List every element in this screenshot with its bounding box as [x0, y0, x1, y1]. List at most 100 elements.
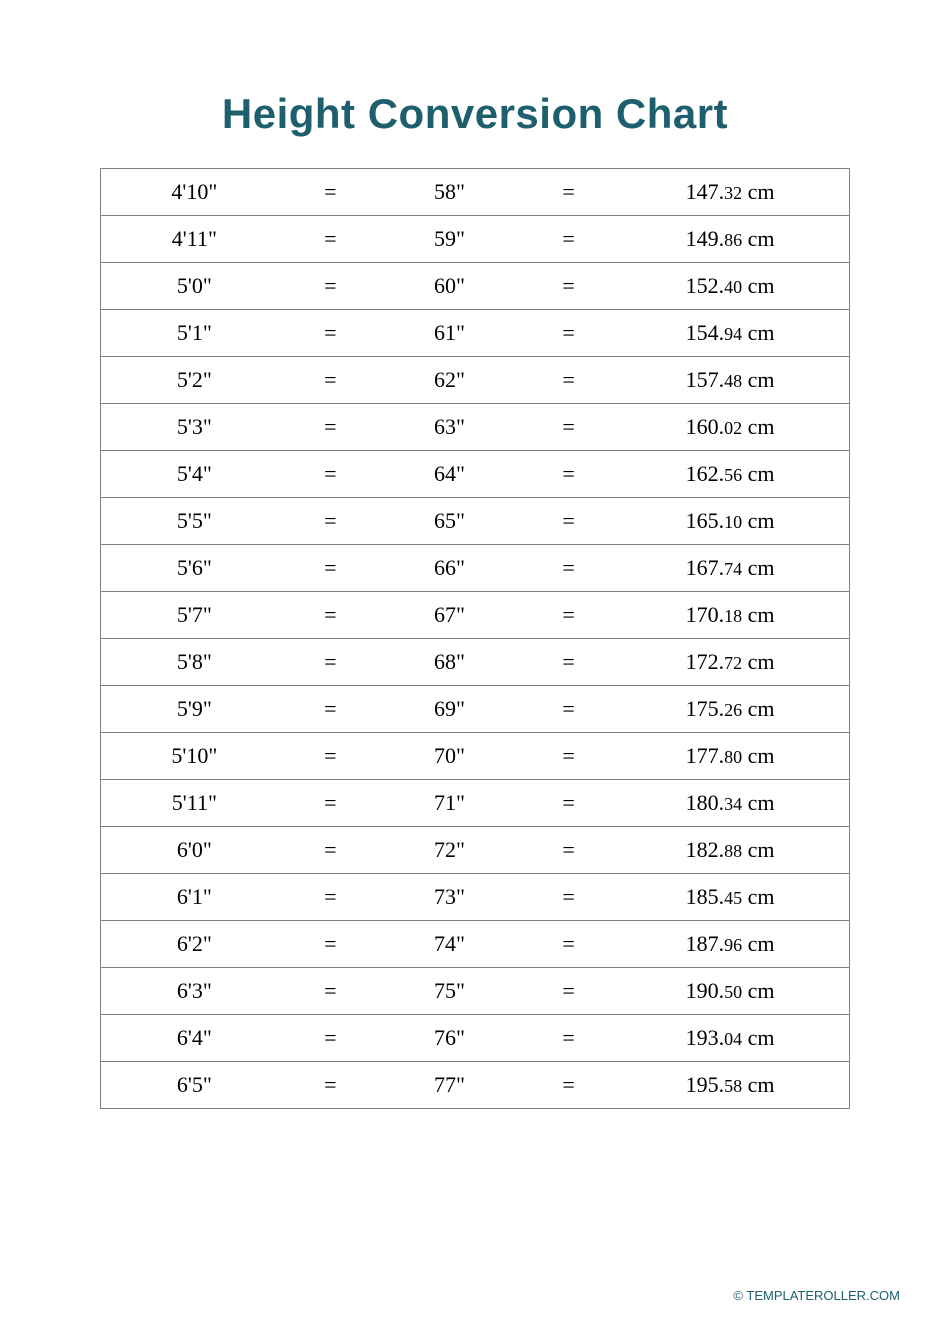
inches-cell: 68"	[373, 639, 526, 686]
table-row: 5'0"=60"=152.40 cm	[101, 263, 850, 310]
inches-cell: 71"	[373, 780, 526, 827]
footer-link[interactable]: TEMPLATEROLLER.COM	[746, 1288, 900, 1303]
equals-cell: =	[526, 827, 611, 874]
equals-cell: =	[288, 498, 373, 545]
table-row: 5'2"=62"=157.48 cm	[101, 357, 850, 404]
feet-cell: 6'3"	[101, 968, 288, 1015]
table-row: 6'4"=76"=193.04 cm	[101, 1015, 850, 1062]
table-row: 5'7"=67"=170.18 cm	[101, 592, 850, 639]
inches-cell: 58"	[373, 169, 526, 216]
table-row: 4'10"=58"=147.32 cm	[101, 169, 850, 216]
feet-cell: 5'7"	[101, 592, 288, 639]
inches-cell: 76"	[373, 1015, 526, 1062]
equals-cell: =	[526, 498, 611, 545]
inches-cell: 63"	[373, 404, 526, 451]
table-body: 4'10"=58"=147.32 cm4'11"=59"=149.86 cm5'…	[101, 169, 850, 1109]
equals-cell: =	[288, 686, 373, 733]
feet-cell: 5'5"	[101, 498, 288, 545]
inches-cell: 77"	[373, 1062, 526, 1109]
equals-cell: =	[288, 1062, 373, 1109]
equals-cell: =	[288, 216, 373, 263]
feet-cell: 5'4"	[101, 451, 288, 498]
inches-cell: 69"	[373, 686, 526, 733]
feet-cell: 4'11"	[101, 216, 288, 263]
cm-cell: 187.96 cm	[611, 921, 849, 968]
feet-cell: 6'5"	[101, 1062, 288, 1109]
equals-cell: =	[288, 310, 373, 357]
equals-cell: =	[526, 686, 611, 733]
feet-cell: 5'8"	[101, 639, 288, 686]
table-row: 5'6"=66"=167.74 cm	[101, 545, 850, 592]
conversion-table: 4'10"=58"=147.32 cm4'11"=59"=149.86 cm5'…	[100, 168, 850, 1109]
equals-cell: =	[526, 451, 611, 498]
cm-cell: 177.80 cm	[611, 733, 849, 780]
equals-cell: =	[526, 639, 611, 686]
inches-cell: 62"	[373, 357, 526, 404]
equals-cell: =	[288, 874, 373, 921]
equals-cell: =	[288, 545, 373, 592]
cm-cell: 182.88 cm	[611, 827, 849, 874]
feet-cell: 6'0"	[101, 827, 288, 874]
inches-cell: 60"	[373, 263, 526, 310]
table-row: 6'0"=72"=182.88 cm	[101, 827, 850, 874]
cm-cell: 157.48 cm	[611, 357, 849, 404]
page-container: Height Conversion Chart 4'10"=58"=147.32…	[0, 0, 950, 1149]
equals-cell: =	[526, 545, 611, 592]
equals-cell: =	[526, 874, 611, 921]
equals-cell: =	[288, 827, 373, 874]
inches-cell: 65"	[373, 498, 526, 545]
equals-cell: =	[288, 263, 373, 310]
equals-cell: =	[288, 404, 373, 451]
equals-cell: =	[288, 592, 373, 639]
equals-cell: =	[526, 780, 611, 827]
equals-cell: =	[526, 216, 611, 263]
equals-cell: =	[526, 1062, 611, 1109]
cm-cell: 149.86 cm	[611, 216, 849, 263]
inches-cell: 70"	[373, 733, 526, 780]
feet-cell: 6'4"	[101, 1015, 288, 1062]
table-row: 5'4"=64"=162.56 cm	[101, 451, 850, 498]
feet-cell: 5'3"	[101, 404, 288, 451]
cm-cell: 154.94 cm	[611, 310, 849, 357]
table-row: 6'3"=75"=190.50 cm	[101, 968, 850, 1015]
feet-cell: 5'2"	[101, 357, 288, 404]
equals-cell: =	[526, 404, 611, 451]
inches-cell: 59"	[373, 216, 526, 263]
inches-cell: 72"	[373, 827, 526, 874]
inches-cell: 73"	[373, 874, 526, 921]
feet-cell: 5'0"	[101, 263, 288, 310]
equals-cell: =	[526, 357, 611, 404]
feet-cell: 4'10"	[101, 169, 288, 216]
feet-cell: 6'1"	[101, 874, 288, 921]
cm-cell: 195.58 cm	[611, 1062, 849, 1109]
cm-cell: 172.72 cm	[611, 639, 849, 686]
table-row: 6'2"=74"=187.96 cm	[101, 921, 850, 968]
inches-cell: 75"	[373, 968, 526, 1015]
inches-cell: 67"	[373, 592, 526, 639]
cm-cell: 162.56 cm	[611, 451, 849, 498]
cm-cell: 165.10 cm	[611, 498, 849, 545]
equals-cell: =	[526, 263, 611, 310]
equals-cell: =	[526, 968, 611, 1015]
equals-cell: =	[526, 592, 611, 639]
equals-cell: =	[526, 169, 611, 216]
equals-cell: =	[288, 639, 373, 686]
feet-cell: 5'1"	[101, 310, 288, 357]
inches-cell: 64"	[373, 451, 526, 498]
inches-cell: 61"	[373, 310, 526, 357]
equals-cell: =	[288, 357, 373, 404]
inches-cell: 74"	[373, 921, 526, 968]
feet-cell: 5'6"	[101, 545, 288, 592]
inches-cell: 66"	[373, 545, 526, 592]
table-row: 5'9"=69"=175.26 cm	[101, 686, 850, 733]
cm-cell: 190.50 cm	[611, 968, 849, 1015]
cm-cell: 180.34 cm	[611, 780, 849, 827]
table-row: 6'5"=77"=195.58 cm	[101, 1062, 850, 1109]
table-row: 5'8"=68"=172.72 cm	[101, 639, 850, 686]
table-row: 5'1"=61"=154.94 cm	[101, 310, 850, 357]
table-row: 5'10"=70"=177.80 cm	[101, 733, 850, 780]
table-row: 4'11"=59"=149.86 cm	[101, 216, 850, 263]
footer: © TEMPLATEROLLER.COM	[733, 1288, 900, 1303]
cm-cell: 160.02 cm	[611, 404, 849, 451]
cm-cell: 193.04 cm	[611, 1015, 849, 1062]
